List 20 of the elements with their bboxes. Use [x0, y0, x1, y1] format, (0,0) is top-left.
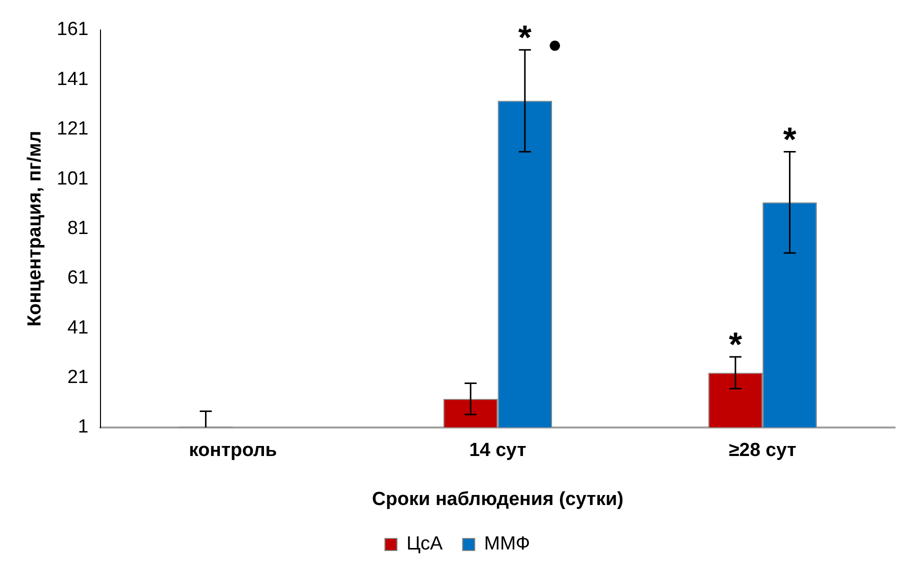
x-axis-title: Сроки наблюдения (сутки) — [372, 488, 624, 510]
y-tick-label: 81 — [67, 218, 88, 239]
x-tick-label: ≥28 сут — [728, 440, 796, 462]
annotation: ● — [548, 31, 562, 58]
x-tick-label: 14 сут — [469, 440, 526, 462]
annotation: * — [728, 326, 743, 364]
x-tick-label: контроль — [188, 440, 277, 462]
y-axis-title: Концентрация, пг/мл — [24, 130, 46, 327]
y-tick-label: 141 — [56, 68, 88, 90]
legend-label: ММФ — [484, 534, 530, 555]
annotation: * — [783, 121, 798, 160]
y-tick-label: 61 — [67, 268, 88, 289]
y-tick-label: 21 — [67, 366, 88, 388]
y-tick-label: 121 — [56, 118, 88, 140]
annotation: * — [518, 19, 532, 58]
y-tick-label: 41 — [67, 317, 88, 338]
legend-label: ЦсА — [406, 534, 443, 555]
y-tick-label: 101 — [56, 168, 88, 190]
y-tick-label: 1 — [78, 416, 88, 438]
y-tick-label: 161 — [56, 19, 88, 40]
